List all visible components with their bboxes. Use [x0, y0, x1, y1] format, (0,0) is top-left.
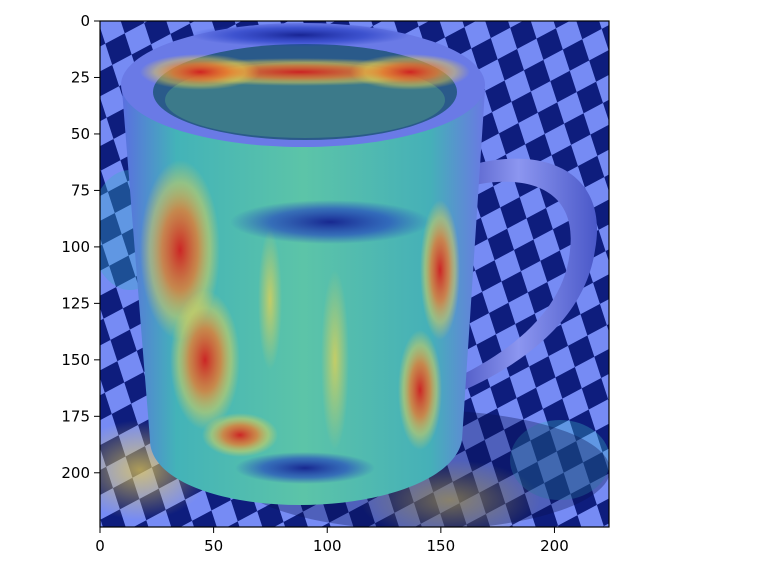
y-tick-label: 175	[61, 407, 90, 425]
heatmap-image	[100, 21, 609, 527]
y-tick-label: 0	[80, 12, 90, 30]
y-tick-label: 75	[71, 181, 90, 199]
y-tick-label: 200	[61, 464, 90, 482]
y-tick-label: 100	[61, 238, 90, 256]
y-tick-label: 125	[61, 294, 90, 312]
x-tick-label: 100	[313, 537, 342, 555]
y-axis: 0 25 50 75 100 125 150 175 200	[61, 12, 100, 482]
y-tick-label: 25	[71, 68, 90, 86]
x-axis: 0 50 100 150 200	[95, 527, 569, 555]
x-tick-label: 0	[95, 537, 105, 555]
x-tick-label: 150	[427, 537, 456, 555]
x-tick-label: 50	[204, 537, 223, 555]
y-tick-label: 150	[61, 351, 90, 369]
y-tick-label: 50	[71, 125, 90, 143]
plot-frame	[99, 20, 610, 528]
x-tick-label: 200	[540, 537, 569, 555]
